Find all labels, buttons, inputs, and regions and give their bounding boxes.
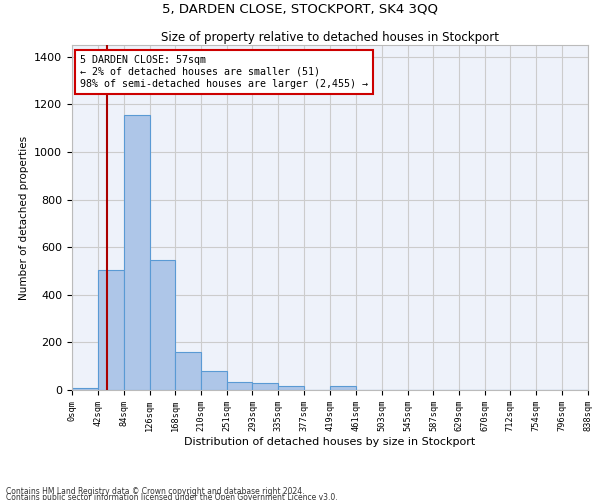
Text: 5 DARDEN CLOSE: 57sqm
← 2% of detached houses are smaller (51)
98% of semi-detac: 5 DARDEN CLOSE: 57sqm ← 2% of detached h… (80, 56, 368, 88)
Bar (124, 115, 149, 390)
Text: Contains HM Land Registry data © Crown copyright and database right 2024.: Contains HM Land Registry data © Crown c… (6, 486, 305, 496)
Bar (330, 386, 356, 390)
Bar (98, 270, 124, 390)
Bar (149, 260, 175, 390)
Y-axis label: Number of detached properties: Number of detached properties (19, 136, 29, 300)
Bar (278, 386, 304, 390)
Bar (227, 382, 253, 390)
Text: 5, DARDEN CLOSE, STOCKPORT, SK4 3QQ: 5, DARDEN CLOSE, STOCKPORT, SK4 3QQ (162, 2, 438, 16)
Title: Size of property relative to detached houses in Stockport: Size of property relative to detached ho… (161, 31, 499, 44)
Bar (72, 388, 98, 390)
Text: Contains public sector information licensed under the Open Government Licence v3: Contains public sector information licen… (6, 492, 338, 500)
Bar (202, 371, 227, 390)
X-axis label: Distribution of detached houses by size in Stockport: Distribution of detached houses by size … (184, 437, 476, 447)
Bar (253, 384, 278, 390)
Bar (175, 352, 202, 390)
